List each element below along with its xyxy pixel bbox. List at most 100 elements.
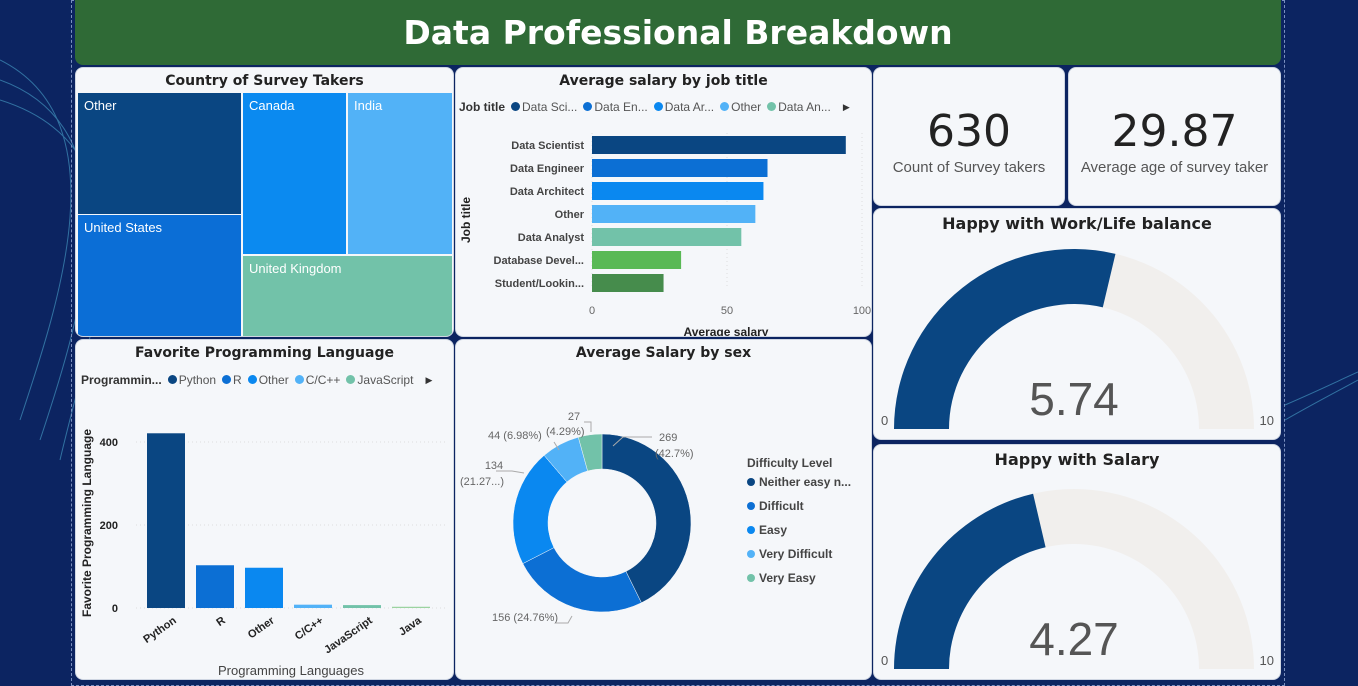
data-label: 134 <box>485 460 503 472</box>
data-label: (4.29%) <box>546 426 585 438</box>
legend-label: Python <box>178 373 217 387</box>
bar[interactable] <box>592 251 682 269</box>
y-tick-label: Student/Lookin... <box>495 278 584 290</box>
bar[interactable] <box>294 604 332 608</box>
legend-dot-icon <box>747 526 755 534</box>
bar[interactable] <box>147 433 185 608</box>
gauge-min-label: 0 <box>881 653 888 668</box>
donut-slice[interactable] <box>601 433 692 604</box>
page-title: Data Professional Breakdown <box>75 0 1281 65</box>
lang-legend-item[interactable]: Python <box>167 373 217 387</box>
leader-line <box>556 615 573 624</box>
legend-dot-icon <box>747 550 755 558</box>
treemap-cell-canada[interactable]: Canada <box>243 93 346 254</box>
gauge-fill <box>894 493 1046 669</box>
x-axis-title: Average salary <box>684 325 769 337</box>
salary-by-job-panel: Average salary by job title Job title Dat… <box>455 67 872 337</box>
kpi-count-label: Count of Survey takers <box>892 159 1046 176</box>
bar[interactable] <box>592 228 742 246</box>
programming-language-chart: 0 200 400 Python R Other C/C++JavaScript Java Pr… <box>80 429 448 678</box>
caret-right-icon[interactable]: ▶ <box>425 374 433 385</box>
gauge-max-label: 10 <box>1260 413 1274 428</box>
treemap-cell-india[interactable]: India <box>348 93 452 254</box>
legend-title: Difficulty Level <box>747 456 832 470</box>
data-label: 27 <box>568 411 580 423</box>
gauge-salary-title: Happy with Salary <box>994 450 1160 469</box>
bar[interactable] <box>592 274 664 292</box>
programming-language-panel: Favorite Programming Language Programmin… <box>75 339 454 680</box>
salary-by-sex-panel: Average Salary by sex 269 (42.7%) 156 (24.… <box>455 339 872 680</box>
lang-legend-item[interactable]: JavaScript <box>346 373 413 387</box>
gauge-value: 4.27 <box>1029 613 1119 665</box>
gauge-value: 5.74 <box>1029 373 1119 425</box>
lang-legend-item[interactable]: R <box>222 373 242 387</box>
treemap-cell-united-kingdom[interactable]: United Kingdom <box>243 256 452 336</box>
gauge-worklife-title: Happy with Work/Life balance <box>942 214 1212 233</box>
x-tick-label: C/C++ <box>293 615 326 643</box>
job-title-legend[interactable]: Job title Data Sci... Data En... Data Ar...… <box>459 100 850 114</box>
programming-language-title: Favorite Programming Language <box>135 345 394 361</box>
job-legend-item[interactable]: Data Sci... <box>511 100 577 114</box>
bar[interactable] <box>592 136 846 154</box>
gauge-fill <box>894 248 1116 429</box>
legend-label: R <box>233 373 242 387</box>
treemap-cell-united-states[interactable]: United States <box>78 215 241 336</box>
y-tick-label: Data Engineer <box>510 163 585 175</box>
gauge-worklife: 5.74 0 10 <box>881 248 1274 429</box>
x-tick-label: Python <box>141 614 179 645</box>
data-label: (21.27...) <box>460 476 504 488</box>
gauge-worklife-panel: Happy with Work/Life balance 5.74 0 10 <box>873 208 1281 440</box>
donut-slice[interactable] <box>578 433 603 472</box>
treemap-cell-other[interactable]: Other <box>78 93 241 214</box>
legend-label: Other <box>731 100 762 114</box>
data-label: (42.7%) <box>655 448 694 460</box>
legend-label: JavaScript <box>357 373 414 387</box>
legend-item[interactable]: Very Easy <box>759 571 816 585</box>
difficulty-donut-chart: 269 (42.7%) 156 (24.76%) 134 (21.27...) 44 (6… <box>460 411 851 624</box>
gauge-salary: 4.27 0 10 <box>881 489 1274 669</box>
lang-legend-item[interactable]: Other <box>247 373 289 387</box>
data-label: 156 (24.76%) <box>492 612 558 624</box>
y-tick-label: 200 <box>100 520 118 532</box>
legend-dot-icon <box>346 375 356 384</box>
gauge-max-label: 10 <box>1260 653 1274 668</box>
bar[interactable] <box>245 567 283 608</box>
leader-line <box>553 441 560 451</box>
kpi-count-card: 630 Count of Survey takers <box>873 67 1065 206</box>
x-tick-label: Other <box>246 614 278 641</box>
job-legend-item[interactable]: Data An... <box>767 100 831 114</box>
bar[interactable] <box>592 182 764 200</box>
bar[interactable] <box>343 605 381 608</box>
donut-slice[interactable] <box>522 547 642 613</box>
legend-dot-icon <box>222 375 232 384</box>
bar[interactable] <box>392 606 430 608</box>
job-legend-title: Job title <box>459 100 506 114</box>
legend-item[interactable]: Neither easy n... <box>759 475 851 489</box>
legend-dot-icon <box>720 102 730 111</box>
legend-item[interactable]: Easy <box>759 523 787 537</box>
bar[interactable] <box>592 159 768 177</box>
y-axis-title: Job title <box>459 197 473 243</box>
x-axis-title: Programming Languages <box>218 663 364 678</box>
legend-dot-icon <box>747 502 755 510</box>
y-tick-label: Other <box>555 209 585 221</box>
legend-item[interactable]: Difficult <box>759 499 804 513</box>
job-legend-item[interactable]: Other <box>720 100 761 114</box>
kpi-age-label: Average age of survey taker <box>1080 159 1269 176</box>
caret-right-icon[interactable]: ▶ <box>842 101 850 112</box>
x-tick-label: 0 <box>589 305 595 317</box>
legend-dot-icon <box>294 375 304 384</box>
job-legend-item[interactable]: Data Ar... <box>653 100 714 114</box>
bar[interactable] <box>196 565 234 608</box>
legend-item[interactable]: Very Difficult <box>759 547 832 561</box>
salary-by-sex-title: Average Salary by sex <box>575 345 752 361</box>
bar[interactable] <box>592 205 756 223</box>
legend-dot-icon <box>747 478 755 486</box>
data-label: 44 (6.98%) <box>488 430 542 442</box>
programming-language-legend[interactable]: Programmin... Python R Other C/C++ JavaScript… <box>81 373 432 387</box>
lang-legend-item[interactable]: C/C++ <box>294 373 340 387</box>
kpi-age-card: 29.87 Average age of survey taker <box>1068 67 1281 206</box>
y-tick-label: Data Analyst <box>518 232 585 244</box>
legend-dot-icon <box>653 102 663 111</box>
job-legend-item[interactable]: Data En... <box>583 100 648 114</box>
